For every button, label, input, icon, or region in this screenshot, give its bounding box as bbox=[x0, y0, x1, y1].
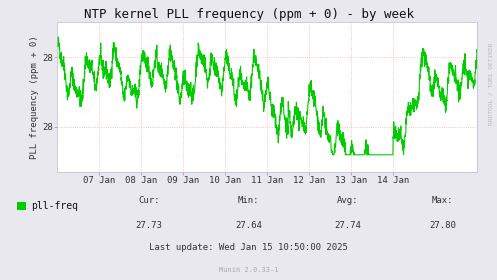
Text: Cur:: Cur: bbox=[138, 196, 160, 205]
Text: Avg:: Avg: bbox=[337, 196, 359, 205]
Text: Last update: Wed Jan 15 10:50:00 2025: Last update: Wed Jan 15 10:50:00 2025 bbox=[149, 243, 348, 252]
Text: 27.74: 27.74 bbox=[334, 221, 361, 230]
Text: 27.80: 27.80 bbox=[429, 221, 456, 230]
Y-axis label: PLL frequency (ppm + 0): PLL frequency (ppm + 0) bbox=[30, 36, 39, 159]
Text: RRDTOOL / TOBI OETIKER: RRDTOOL / TOBI OETIKER bbox=[489, 43, 494, 125]
Text: Max:: Max: bbox=[431, 196, 453, 205]
Text: pll-freq: pll-freq bbox=[31, 201, 78, 211]
Text: NTP kernel PLL frequency (ppm + 0) - by week: NTP kernel PLL frequency (ppm + 0) - by … bbox=[83, 8, 414, 21]
Text: Min:: Min: bbox=[238, 196, 259, 205]
Text: 27.64: 27.64 bbox=[235, 221, 262, 230]
Text: 27.73: 27.73 bbox=[136, 221, 163, 230]
Text: Munin 2.0.33-1: Munin 2.0.33-1 bbox=[219, 267, 278, 273]
